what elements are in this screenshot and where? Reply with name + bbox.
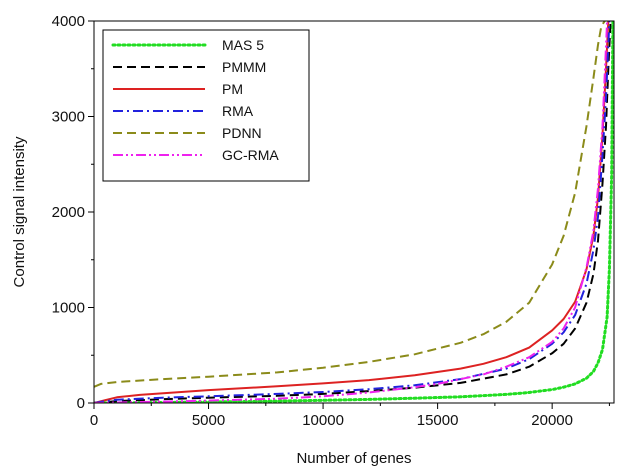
series-line-mas-5: [94, 21, 614, 403]
y-tick-label: 3000: [52, 109, 85, 126]
legend-label: PM: [222, 81, 243, 97]
legend-label: MAS 5: [222, 37, 264, 53]
series-line-pmmm: [94, 21, 612, 403]
y-axis-title: Control signal intensity: [11, 136, 28, 287]
legend-label: PDNN: [222, 125, 262, 141]
x-tick-label: 15000: [417, 412, 459, 429]
y-tick-label: 2000: [52, 204, 85, 221]
x-tick-label: 5000: [192, 412, 225, 429]
plot-frame: [93, 20, 615, 404]
x-axis-title: Number of genes: [296, 450, 411, 467]
legend-label: PMMM: [222, 59, 266, 75]
x-tick-label: 0: [90, 412, 98, 429]
series-lines: [94, 21, 614, 403]
series-line-rma: [94, 21, 611, 403]
series-line-gc-rma: [94, 21, 609, 403]
tick-labels: 0 5000 10000 15000 20000 0 1000 2000 3000 4000: [52, 13, 573, 429]
y-tick-label: 1000: [52, 300, 85, 317]
y-tick-label: 0: [77, 395, 85, 412]
legend: MAS 5 PMMM PM RMA PDNN GC-RMA: [102, 29, 310, 182]
legend-box: [102, 29, 310, 182]
x-tick-label: 10000: [302, 412, 344, 429]
legend-label: RMA: [222, 103, 254, 119]
x-tick-label: 20000: [531, 412, 573, 429]
legend-label: GC-RMA: [222, 147, 279, 163]
series-line-pdnn: [94, 21, 606, 388]
y-tick-label: 4000: [52, 13, 85, 30]
